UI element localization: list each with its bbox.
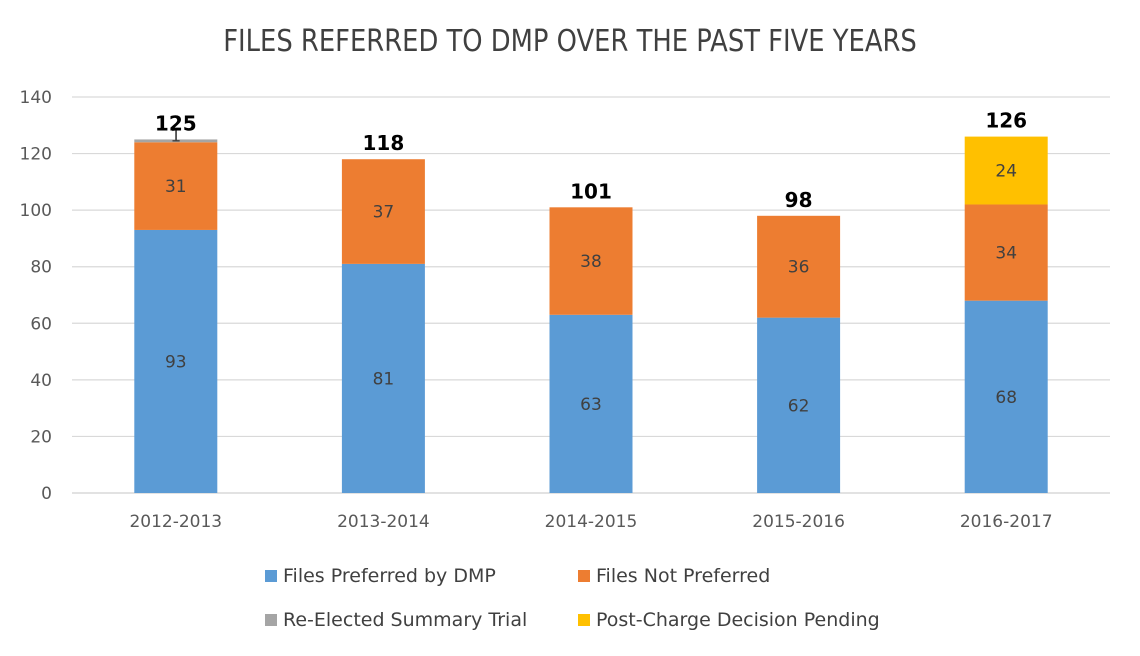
data-label: 36 (788, 258, 810, 278)
legend-swatch (265, 614, 277, 626)
x-tick-label: 2013-2014 (337, 512, 430, 532)
total-label: 101 (570, 179, 612, 203)
data-label: 81 (373, 369, 395, 389)
x-tick-label: 2012-2013 (129, 512, 222, 532)
x-tick-label: 2014-2015 (545, 512, 638, 532)
y-tick-label: 40 (30, 371, 52, 391)
y-tick-label: 20 (30, 427, 52, 447)
x-tick-label: 2015-2016 (752, 512, 845, 532)
bar-segment (964, 136, 1048, 205)
total-label: 118 (363, 131, 405, 155)
legend-item-post-charge-decision-pending: Post-Charge Decision Pending (578, 609, 880, 631)
chart-title: FILES REFERRED TO DMP OVER THE PAST FIVE… (223, 24, 917, 59)
y-tick-label: 0 (41, 484, 52, 504)
bar-segment (341, 159, 425, 264)
data-label: 62 (788, 396, 810, 416)
legend-swatch (578, 614, 590, 626)
data-label: 68 (995, 388, 1017, 408)
y-tick-label: 120 (20, 145, 52, 165)
bar-segment (341, 263, 425, 493)
data-label: 37 (373, 203, 395, 223)
legend-swatch (265, 570, 277, 582)
y-tick-label: 60 (30, 314, 52, 334)
total-label: 98 (785, 188, 813, 212)
data-label: 63 (580, 395, 602, 415)
legend-label: Files Not Preferred (596, 565, 771, 587)
data-label: 31 (165, 177, 187, 197)
data-label: 93 (165, 352, 187, 372)
bar-segment (964, 300, 1048, 493)
bar-segment (549, 314, 633, 493)
bar-segment (549, 207, 633, 315)
legend-item-files-preferred: Files Preferred by DMP (265, 565, 496, 587)
legend-label: Re-Elected Summary Trial (283, 609, 528, 631)
legend-swatch (578, 570, 590, 582)
legend-item-re-elected-summary-trial: Re-Elected Summary Trial (265, 609, 527, 631)
data-label: 38 (580, 252, 602, 272)
y-tick-label: 80 (30, 258, 52, 278)
bar-segment (964, 204, 1048, 301)
total-label: 125 (155, 111, 197, 135)
data-label: 24 (995, 162, 1017, 182)
legend-item-files-not-preferred: Files Not Preferred (578, 565, 770, 587)
bar-segment (134, 139, 218, 143)
y-tick-label: 140 (20, 88, 52, 108)
total-label: 126 (985, 109, 1027, 133)
bar-segment (134, 142, 218, 230)
data-label: 1 (170, 126, 181, 146)
data-label: 34 (995, 244, 1017, 264)
legend-label: Files Preferred by DMP (283, 565, 496, 587)
y-tick-label: 100 (20, 201, 52, 221)
bar-segment (134, 229, 218, 493)
legend-label: Post-Charge Decision Pending (596, 609, 880, 631)
bar-segment (757, 215, 841, 318)
x-tick-label: 2016-2017 (960, 512, 1053, 532)
bar-segment (757, 317, 841, 493)
